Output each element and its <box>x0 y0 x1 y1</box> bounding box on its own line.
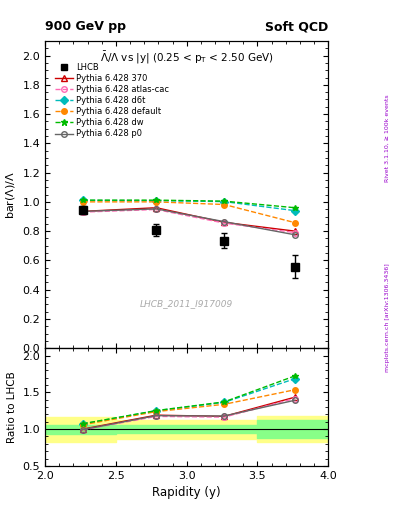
Line: Pythia 6.428 default: Pythia 6.428 default <box>80 199 298 225</box>
Pythia 6.428 dw <box>292 205 297 211</box>
Pythia 6.428 p0 <box>222 219 226 225</box>
Y-axis label: bar($\Lambda$)/$\Lambda$: bar($\Lambda$)/$\Lambda$ <box>4 170 17 219</box>
Pythia 6.428 d6t <box>80 197 85 203</box>
X-axis label: Rapidity (y): Rapidity (y) <box>152 486 221 499</box>
Line: Pythia 6.428 370: Pythia 6.428 370 <box>80 205 298 234</box>
Pythia 6.428 370 <box>222 219 226 225</box>
Pythia 6.428 atlas-cac <box>154 206 159 212</box>
Pythia 6.428 default <box>292 220 297 226</box>
Text: $\bar{\Lambda}/\Lambda$ vs |y| (0.25 < p$_{\rm T}$ < 2.50 GeV): $\bar{\Lambda}/\Lambda$ vs |y| (0.25 < p… <box>100 50 274 66</box>
Legend: LHCB, Pythia 6.428 370, Pythia 6.428 atlas-cac, Pythia 6.428 d6t, Pythia 6.428 d: LHCB, Pythia 6.428 370, Pythia 6.428 atl… <box>52 60 172 141</box>
Text: Soft QCD: Soft QCD <box>265 20 328 33</box>
Pythia 6.428 p0 <box>292 232 297 238</box>
Pythia 6.428 d6t <box>292 207 297 214</box>
Pythia 6.428 p0 <box>154 206 159 212</box>
Pythia 6.428 p0 <box>80 208 85 215</box>
Line: Pythia 6.428 atlas-cac: Pythia 6.428 atlas-cac <box>80 207 298 236</box>
Pythia 6.428 atlas-cac <box>292 229 297 236</box>
Line: Pythia 6.428 d6t: Pythia 6.428 d6t <box>80 198 298 214</box>
Pythia 6.428 370 <box>154 205 159 211</box>
Y-axis label: Ratio to LHCB: Ratio to LHCB <box>7 371 17 443</box>
Pythia 6.428 default <box>222 201 226 207</box>
Text: mcplots.cern.ch [arXiv:1306.3436]: mcplots.cern.ch [arXiv:1306.3436] <box>385 263 390 372</box>
Line: Pythia 6.428 dw: Pythia 6.428 dw <box>80 197 298 210</box>
Pythia 6.428 dw <box>80 197 85 203</box>
Pythia 6.428 atlas-cac <box>80 209 85 215</box>
Pythia 6.428 370 <box>80 208 85 215</box>
Pythia 6.428 atlas-cac <box>222 220 226 226</box>
Text: 900 GeV pp: 900 GeV pp <box>45 20 126 33</box>
Pythia 6.428 370 <box>292 228 297 234</box>
Line: Pythia 6.428 p0: Pythia 6.428 p0 <box>80 206 298 238</box>
Pythia 6.428 dw <box>154 197 159 203</box>
Pythia 6.428 default <box>154 199 159 205</box>
Pythia 6.428 d6t <box>154 198 159 204</box>
Pythia 6.428 d6t <box>222 199 226 205</box>
Pythia 6.428 dw <box>222 198 226 204</box>
Pythia 6.428 default <box>80 199 85 205</box>
Text: LHCB_2011_I917009: LHCB_2011_I917009 <box>140 299 233 308</box>
Text: Rivet 3.1.10, ≥ 100k events: Rivet 3.1.10, ≥ 100k events <box>385 94 390 182</box>
